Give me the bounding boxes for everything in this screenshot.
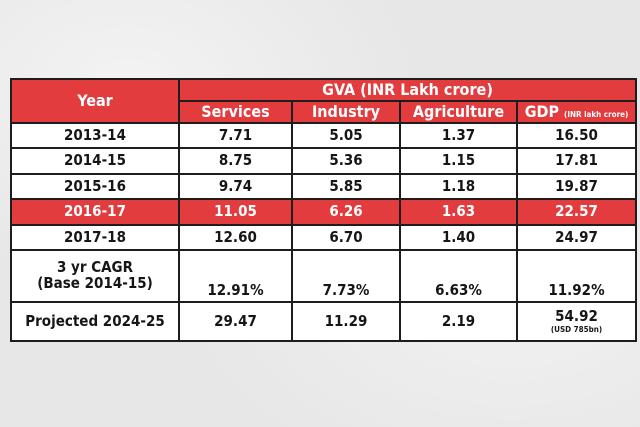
header-year: Year: [10, 78, 180, 124]
cell-gdp: 11.92%: [515, 249, 638, 304]
cell-gdp: 22.57: [515, 198, 638, 226]
header-industry: Industry: [291, 100, 401, 124]
table-row-highlighted: 2016-17 11.05 6.26 1.63 22.57: [10, 198, 638, 226]
data-table: Year GVA (INR Lakh crore) Services Indus…: [10, 78, 638, 342]
row-label: 2013-14: [10, 121, 180, 150]
cell-gdp: 17.81: [515, 147, 638, 175]
cell-services: 12.91%: [178, 249, 293, 304]
cell-industry: 5.85: [291, 172, 401, 201]
cell-industry: 7.73%: [291, 249, 401, 304]
cell-services: 29.47: [178, 301, 293, 342]
row-label: 2016-17: [10, 198, 180, 226]
row-label: 2014-15: [10, 147, 180, 175]
header-gdp: GDP (INR lakh crore): [515, 100, 638, 124]
table-row-cagr: 3 yr CAGR (Base 2014-15) 12.91% 7.73% 6.…: [10, 249, 638, 304]
table-row-projected: Projected 2024-25 29.47 11.29 2.19 54.92…: [10, 301, 638, 342]
cagr-label-line1: 3 yr CAGR: [56, 258, 134, 277]
table-row: 2015-16 9.74 5.85 1.18 19.87: [10, 172, 638, 201]
cell-services: 9.74: [178, 172, 293, 201]
header-agriculture: Agriculture: [399, 100, 518, 124]
cell-services: 11.05: [178, 198, 293, 226]
cell-agriculture: 1.37: [399, 121, 518, 150]
cell-industry: 11.29: [291, 301, 401, 342]
cell-gdp: 16.50: [515, 121, 638, 150]
cell-gdp: 54.92 (USD 785bn): [515, 301, 638, 342]
cell-gdp: 24.97: [515, 223, 638, 252]
table-row: 2017-18 12.60 6.70 1.40 24.97: [10, 223, 638, 252]
cell-agriculture: 2.19: [399, 301, 518, 342]
cell-industry: 5.05: [291, 121, 401, 150]
cell-services: 8.75: [178, 147, 293, 175]
cell-agriculture: 1.63: [399, 198, 518, 226]
header-services: Services: [178, 100, 293, 124]
cell-industry: 5.36: [291, 147, 401, 175]
header-gva: GVA (INR Lakh crore): [177, 78, 638, 102]
header-gdp-unit: (INR lakh crore): [564, 109, 629, 119]
cell-industry: 6.26: [291, 198, 401, 226]
cell-services: 7.71: [178, 121, 293, 150]
cell-agriculture: 1.15: [399, 147, 518, 175]
gva-table: Year GVA (INR Lakh crore) Services Indus…: [10, 78, 638, 342]
row-label: 2015-16: [10, 172, 180, 201]
cell-industry: 6.70: [291, 223, 401, 252]
row-label: Projected 2024-25: [10, 301, 180, 342]
row-label: 2017-18: [10, 223, 180, 252]
cell-agriculture: 6.63%: [399, 249, 518, 304]
cagr-label: 3 yr CAGR (Base 2014-15): [10, 249, 180, 304]
table-row: 2014-15 8.75 5.36 1.15 17.81: [10, 147, 638, 175]
header-gdp-label: GDP: [524, 101, 560, 121]
cagr-label-line2: (Base 2014-15): [37, 274, 153, 293]
cell-gdp-value: 54.92: [555, 306, 598, 325]
cell-agriculture: 1.40: [399, 223, 518, 252]
cell-gdp: 19.87: [515, 172, 638, 201]
cell-gdp-note: (USD 785bn): [550, 324, 603, 334]
table-row: 2013-14 7.71 5.05 1.37 16.50: [10, 121, 638, 150]
cell-services: 12.60: [178, 223, 293, 252]
cell-agriculture: 1.18: [399, 172, 518, 201]
